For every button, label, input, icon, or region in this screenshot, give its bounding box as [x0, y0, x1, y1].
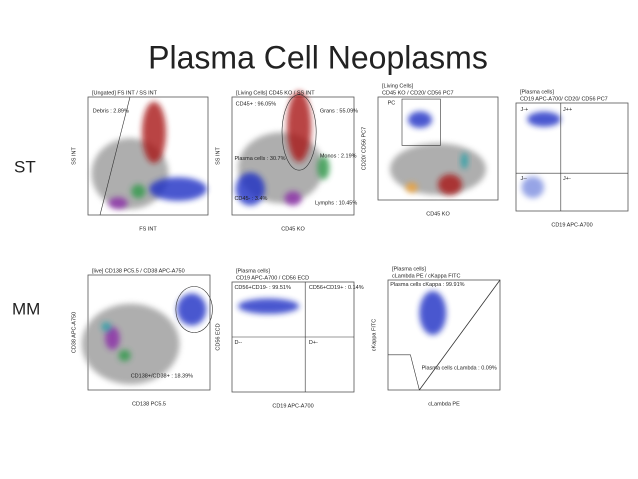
gate: [175, 286, 213, 333]
cell-cloud: [149, 177, 207, 201]
gate-label: J--: [520, 176, 527, 182]
gate-label: Plasma cells : 30.7%: [234, 156, 285, 162]
cell-cloud: [460, 152, 468, 170]
plot: [Living Cells] CD45 KO / SS INT CD45 KO SS…: [215, 90, 358, 232]
y-axis-label: SS INT: [71, 147, 77, 165]
plot: [Plasma cells]CD19 APC-A700/ CD20/ CD56 …: [515, 89, 629, 228]
y-axis-label: CD20/ CD56 PC7: [361, 127, 367, 170]
gate-label: Monos : 2.19%: [320, 153, 357, 159]
cell-cloud: [390, 143, 486, 195]
gate-label: J+-: [563, 176, 571, 182]
plot-header: [Plasma cells]: [520, 89, 554, 95]
x-axis-label: CD45 KO: [426, 211, 450, 217]
gate-label: Grans : 55.09%: [320, 109, 358, 115]
plot-header: CD45 KO / CD20/ CD56 PC7: [382, 90, 454, 96]
plot: [Living Cells]CD45 KO / CD20/ CD56 PC7 CD…: [361, 83, 499, 217]
cell-cloud: [105, 326, 120, 350]
cell-cloud: [235, 172, 265, 206]
cell-cloud: [81, 303, 180, 385]
gate: [419, 279, 501, 391]
gate: [388, 354, 420, 391]
gate-label: CD138+/CD38+ : 18.39%: [131, 374, 193, 380]
gate-label: Plasma cells cLambda : 0.09%: [422, 365, 497, 371]
cell-cloud: [131, 184, 146, 199]
gate-label: Debris : 2.89%: [93, 109, 129, 115]
cell-cloud: [527, 111, 561, 127]
gate: [401, 98, 441, 146]
plot-header: [live] CD138 PC5.5 / CD38 APC-A750: [92, 268, 185, 274]
gate-label: Plasma cells cKappa : 99.91%: [390, 282, 464, 288]
plot: [live] CD138 PC5.5 / CD38 APC-A750 CD138 …: [71, 268, 213, 407]
gate-label: CD45- : 3.4%: [234, 196, 267, 202]
cell-cloud: [521, 176, 544, 199]
y-axis-label: CD56 ECD: [215, 323, 221, 350]
cell-cloud: [118, 349, 131, 362]
x-axis-label: CD138 PC5.5: [132, 401, 166, 407]
gate-label: J++: [563, 107, 572, 113]
x-axis-label: FS INT: [139, 226, 157, 232]
y-axis-label: cKappa FITC: [371, 319, 377, 351]
y-axis-label: CD38 APC-A750: [71, 312, 77, 353]
gate-label: PC: [388, 101, 396, 107]
plot-header: cLambda PE / cKappa FITC: [392, 273, 461, 279]
gate: [281, 94, 317, 171]
plot-header: [Living Cells]: [382, 83, 414, 89]
cell-cloud: [101, 322, 112, 332]
x-axis-label: cLambda PE: [428, 401, 460, 407]
gate-label: CD56+CD19+ : 0.14%: [309, 285, 364, 291]
cell-cloud: [419, 291, 447, 335]
cell-cloud: [284, 191, 302, 206]
y-axis-label: SS INT: [215, 147, 221, 165]
gate-label: D+-: [309, 340, 318, 346]
plot: [Plasma cells]CD19 APC-A700 / CD56 ECDCD…: [215, 268, 363, 409]
cell-cloud: [108, 197, 128, 210]
cell-cloud: [286, 91, 312, 162]
slide-title: Plasma Cell Neoplasms: [148, 39, 488, 75]
gate: [99, 96, 131, 216]
gate-label: Lymphs : 10.45%: [315, 201, 357, 207]
plot: [Ungated] FS INT / SS INT FS INT SS INT Deb…: [71, 90, 209, 232]
plot-header: [Plasma cells]: [236, 268, 270, 274]
plot-header: CD19 APC-A700/ CD20/ CD56 PC7: [520, 96, 608, 102]
cell-cloud: [177, 293, 207, 326]
plot: [Plasma cells]cLambda PE / cKappa FITC cL…: [371, 266, 501, 407]
gate-label: CD56+CD19- : 99.51%: [234, 285, 291, 291]
gate-label: J-+: [520, 107, 528, 113]
x-axis-label: CD45 KO: [281, 226, 305, 232]
plot-header: CD19 APC-A700 / CD56 ECD: [236, 275, 309, 281]
cell-cloud: [238, 298, 300, 314]
plot-header: [Plasma cells]: [392, 266, 426, 272]
x-axis-label: CD19 APC-A700: [551, 222, 592, 228]
plot-frame: [387, 279, 501, 391]
x-axis-label: CD19 APC-A700: [272, 403, 313, 409]
gate-label: D--: [234, 340, 242, 346]
plot-header: [Ungated] FS INT / SS INT: [92, 90, 158, 96]
row-label: ST: [14, 157, 36, 176]
cell-cloud: [317, 156, 330, 180]
cell-cloud: [142, 101, 166, 164]
cell-cloud: [438, 174, 462, 195]
cell-cloud: [405, 182, 418, 193]
cell-cloud: [408, 111, 432, 128]
plot-header: [Living Cells] CD45 KO / SS INT: [236, 90, 315, 96]
gate-label: CD45+ : 96.05%: [236, 102, 277, 108]
row-label: MM: [12, 299, 40, 318]
